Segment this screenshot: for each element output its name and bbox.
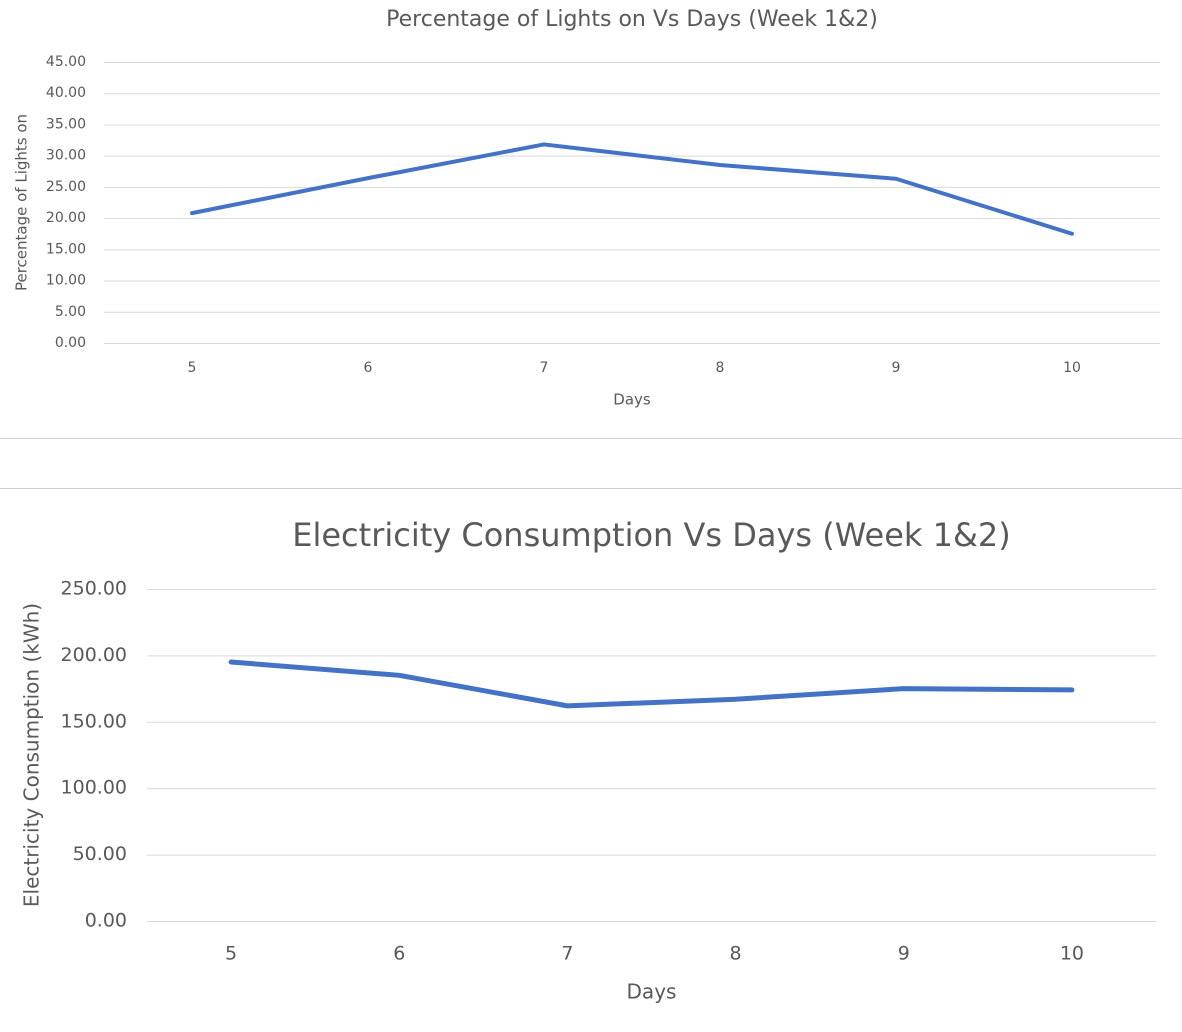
chart-title: Electricity Consumption Vs Days (Week 1&… (292, 516, 1010, 554)
y-axis-label: Electricity Consumption (kWh) (20, 603, 44, 907)
x-tick-label: 9 (892, 360, 901, 376)
x-axis-label: Days (627, 980, 677, 1004)
x-tick-label: 6 (393, 943, 405, 965)
x-tick-label: 6 (364, 360, 373, 376)
y-tick-label: 45.00 (46, 54, 86, 70)
y-tick-label: 40.00 (46, 85, 86, 101)
y-axis-label: Percentage of Lights on (13, 114, 31, 291)
x-tick-label: 5 (188, 360, 197, 376)
chart-title: Percentage of Lights on Vs Days (Week 1&… (386, 7, 878, 32)
y-tick-label: 150.00 (61, 710, 127, 732)
y-tick-label: 20.00 (46, 210, 86, 226)
y-tick-label: 250.00 (61, 578, 127, 600)
y-tick-label: 50.00 (73, 843, 127, 865)
y-tick-label: 30.00 (46, 148, 86, 164)
data-line (190, 142, 1074, 236)
y-tick-label: 100.00 (61, 777, 127, 799)
x-tick-label: 9 (898, 943, 910, 965)
x-tick-label: 8 (716, 360, 725, 376)
y-tick-label: 25.00 (46, 179, 86, 195)
y-tick-label: 0.00 (55, 335, 86, 351)
x-tick-label: 7 (540, 360, 549, 376)
y-tick-label: 5.00 (55, 304, 86, 320)
x-tick-label: 10 (1063, 360, 1081, 376)
x-tick-label: 5 (225, 943, 237, 965)
y-tick-label: 35.00 (46, 116, 86, 132)
y-tick-label: 200.00 (61, 644, 127, 666)
x-axis-label: Days (613, 391, 651, 409)
y-tick-label: 0.00 (85, 910, 127, 932)
data-line (228, 659, 1075, 709)
x-tick-label: 8 (730, 943, 742, 965)
y-tick-label: 10.00 (46, 273, 86, 289)
y-tick-label: 15.00 (46, 241, 86, 257)
x-tick-label: 10 (1060, 943, 1084, 965)
x-tick-label: 7 (561, 943, 573, 965)
